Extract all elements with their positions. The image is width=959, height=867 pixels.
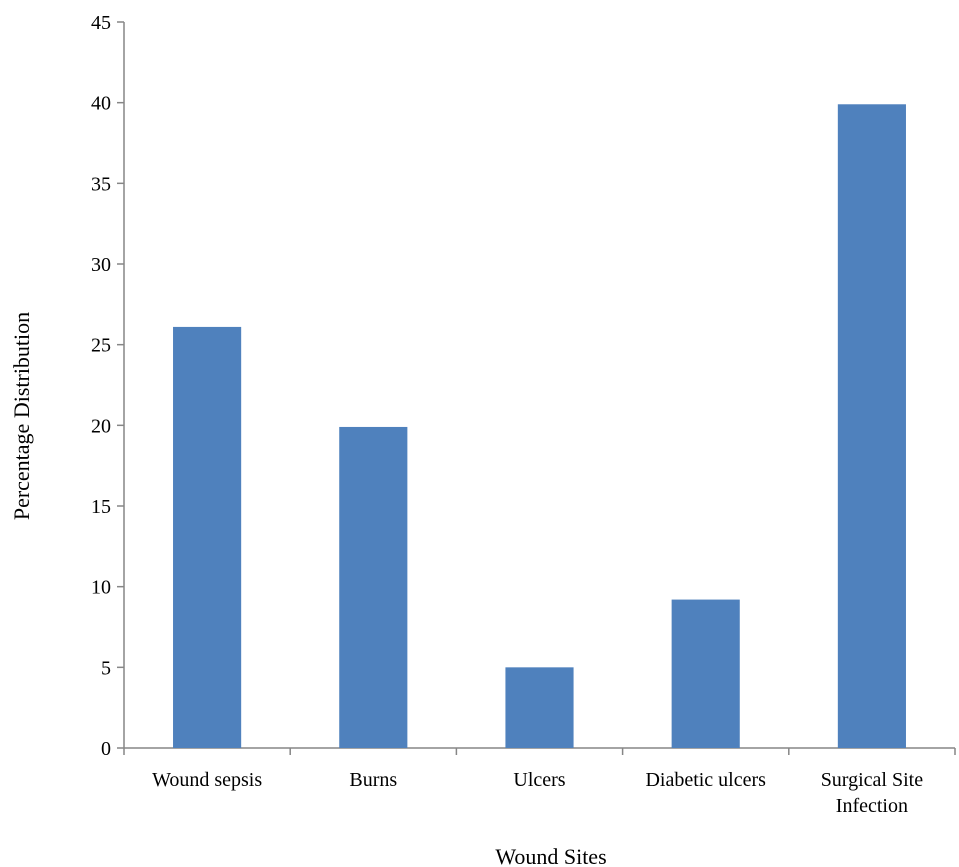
bar xyxy=(505,667,574,748)
y-tick-label: 40 xyxy=(91,93,111,115)
y-tick-label: 35 xyxy=(91,173,111,195)
x-tick-label: Surgical Site Infection xyxy=(821,769,924,817)
y-axis: 0 5 10 15 20 25 30 35 40 45 xyxy=(91,12,125,760)
y-tick-label: 15 xyxy=(91,496,111,518)
bar xyxy=(339,426,408,748)
y-tick-label: 25 xyxy=(91,335,111,357)
y-tick-label: 45 xyxy=(91,12,111,34)
y-tick-label: 0 xyxy=(101,738,111,760)
y-tick-label: 10 xyxy=(91,577,111,599)
x-tick-label: Burns xyxy=(349,769,397,791)
bars xyxy=(173,104,906,748)
y-tick-label: 20 xyxy=(91,415,111,437)
x-axis-title: Wound Sites xyxy=(495,844,606,867)
y-tick-label: 30 xyxy=(91,254,111,276)
x-tick-label: Diabetic ulcers xyxy=(645,769,766,791)
bar xyxy=(173,326,242,748)
bar xyxy=(837,104,906,748)
x-axis: Wound sepsis Burns Ulcers Diabetic ulcers Su… xyxy=(123,747,956,817)
y-axis-title: Percentage Distribution xyxy=(9,312,34,520)
bar xyxy=(671,599,740,748)
x-tick-label: Wound sepsis xyxy=(152,769,262,791)
y-tick-label: 5 xyxy=(101,657,111,679)
x-tick-label: Ulcers xyxy=(513,769,565,791)
